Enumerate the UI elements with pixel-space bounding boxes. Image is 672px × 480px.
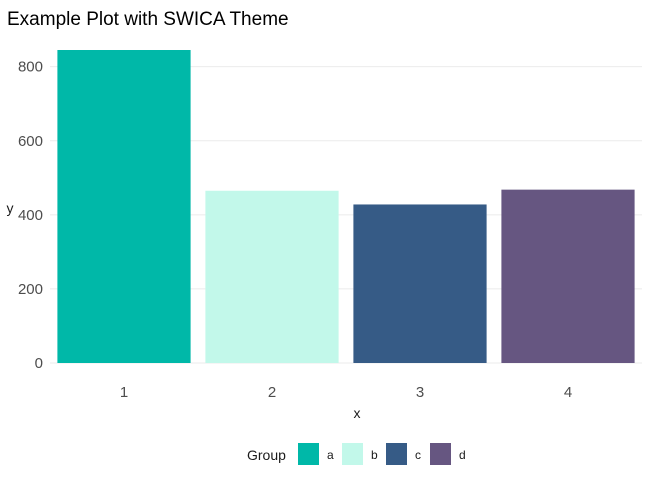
- x-tick-label: 1: [120, 384, 128, 401]
- y-tick-label: 600: [18, 133, 43, 150]
- x-tick-label: 4: [564, 384, 572, 401]
- y-tick-label: 800: [18, 59, 43, 76]
- x-tick-label: 2: [268, 384, 276, 401]
- y-tick-label: 200: [18, 281, 43, 298]
- legend-key-d: [430, 443, 451, 465]
- legend-key-a: [298, 443, 319, 465]
- legend-key-c: [386, 443, 407, 465]
- legend-label: a: [327, 448, 334, 462]
- y-axis-ticks: 0 200 400 600 800: [18, 59, 43, 372]
- y-tick-label: 400: [18, 207, 43, 224]
- chart-title: Example Plot with SWICA Theme: [7, 9, 289, 30]
- y-axis-title: y: [7, 200, 14, 216]
- y-tick-label: 0: [35, 355, 43, 372]
- legend-label: c: [415, 448, 421, 462]
- bar-a: [57, 50, 191, 363]
- legend-key-b: [342, 443, 363, 465]
- bar-b: [205, 190, 339, 363]
- legend-label: d: [459, 448, 466, 462]
- x-axis-title: x: [354, 405, 361, 421]
- bar-c: [353, 204, 487, 363]
- x-axis-ticks: 1 2 3 4: [120, 384, 572, 401]
- legend-label: b: [371, 448, 378, 462]
- x-tick-label: 3: [416, 384, 424, 401]
- legend: Group a b c d: [247, 443, 466, 465]
- bar-d: [501, 189, 635, 363]
- bars: [57, 50, 635, 363]
- legend-title: Group: [247, 447, 286, 463]
